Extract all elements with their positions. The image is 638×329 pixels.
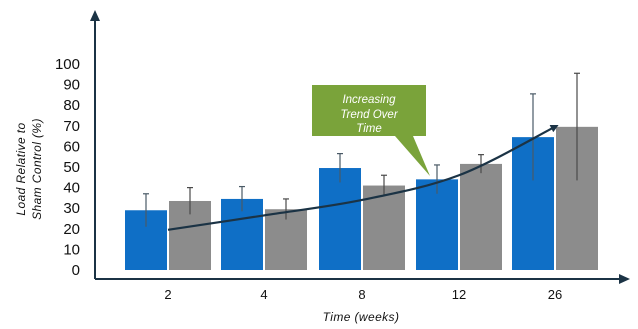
y-tick-label: 10 <box>63 241 80 258</box>
y-tick-label: 70 <box>63 118 80 135</box>
callout-line-2: Trend Over <box>340 109 398 121</box>
callout-box <box>312 85 430 176</box>
trend-callout: Increasing Trend Over Time <box>312 85 430 176</box>
x-tick-label: 12 <box>452 287 466 302</box>
trend-layer <box>167 125 559 231</box>
x-tick-label: 2 <box>164 287 171 302</box>
bar <box>416 179 458 270</box>
y-tick-label: 100 <box>55 56 80 73</box>
x-axis-arrow-icon <box>619 274 630 284</box>
y-axis-title-line-2: Sham Control (%) <box>30 118 44 220</box>
y-tick-label: 20 <box>63 221 80 238</box>
y-tick-label: 30 <box>63 200 80 217</box>
y-tick-label: 80 <box>63 97 80 114</box>
y-axis-title-line-1: Load Relative to <box>14 122 28 215</box>
bar <box>319 168 361 270</box>
y-axis-arrow-icon <box>90 10 100 21</box>
trend-line <box>167 125 559 231</box>
callout-line-1: Increasing <box>342 94 396 106</box>
x-axis-title: Time (weeks) <box>323 310 400 324</box>
y-tick-label: 90 <box>63 77 80 94</box>
callout-line-3: Time <box>356 123 381 135</box>
y-tick-labels: 0 10 20 30 40 50 60 70 80 90 100 <box>55 56 80 279</box>
y-tick-label: 40 <box>63 180 80 197</box>
y-tick-label: 60 <box>63 138 80 155</box>
x-category-labels: 2 4 8 12 26 <box>164 287 562 302</box>
bar <box>460 163 502 270</box>
y-tick-label: 0 <box>72 262 80 279</box>
x-tick-label: 8 <box>358 287 365 302</box>
y-tick-label: 50 <box>63 159 80 176</box>
bar <box>363 185 405 270</box>
bars <box>125 126 598 270</box>
x-tick-label: 26 <box>548 287 562 302</box>
error-bars <box>143 72 580 227</box>
x-tick-label: 4 <box>260 287 267 302</box>
